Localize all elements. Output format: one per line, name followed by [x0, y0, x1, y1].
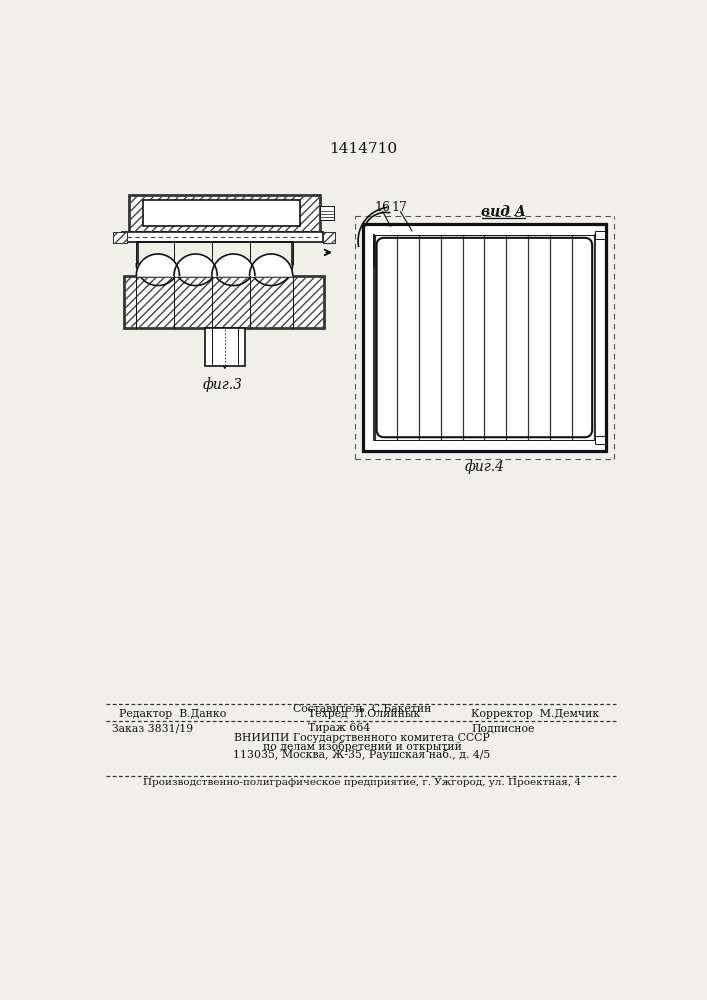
Polygon shape — [136, 254, 180, 276]
Text: Техред  Л.Олийнык: Техред Л.Олийнык — [308, 709, 421, 719]
Bar — [122, 232, 322, 242]
Text: 113035, Москва, Ж-35, Раушская наб., д. 4/5: 113035, Москва, Ж-35, Раушская наб., д. … — [233, 749, 491, 760]
Bar — [129, 195, 320, 232]
Text: Производственно-полиграфическое предприятие, г. Ужгород, ул. Проектная, 4: Производственно-полиграфическое предприя… — [143, 778, 581, 787]
Text: по делам изобретений и открытий: по делам изобретений и открытий — [262, 741, 462, 752]
Text: 1414710: 1414710 — [329, 142, 397, 156]
Text: Тираж 664: Тираж 664 — [308, 723, 370, 733]
Bar — [320, 206, 334, 220]
Text: Составитель  С.Бакетин: Составитель С.Бакетин — [293, 704, 431, 714]
Bar — [205, 328, 245, 366]
Bar — [322, 232, 335, 243]
Text: Заказ 3831/19: Заказ 3831/19 — [112, 723, 193, 733]
Bar — [113, 232, 127, 243]
Text: фиг.3: фиг.3 — [203, 377, 243, 392]
Bar — [322, 232, 335, 243]
Bar — [595, 436, 604, 444]
Text: фиг.4: фиг.4 — [464, 459, 504, 474]
Polygon shape — [174, 254, 217, 276]
Polygon shape — [250, 254, 293, 276]
Text: вид А: вид А — [481, 205, 526, 219]
Text: ВНИИПИ Государственного комитета СССР: ВНИИПИ Государственного комитета СССР — [234, 733, 490, 743]
Bar — [363, 224, 606, 451]
Text: Редактор  В.Данко: Редактор В.Данко — [119, 709, 227, 719]
Bar — [143, 200, 300, 226]
Bar — [124, 276, 325, 328]
Bar — [113, 232, 127, 243]
Text: Корректор  М.Демчик: Корректор М.Демчик — [472, 709, 600, 719]
Bar — [595, 231, 604, 239]
Text: Подписное: Подписное — [472, 723, 534, 733]
Text: 17: 17 — [392, 201, 408, 214]
Text: 16: 16 — [375, 201, 391, 214]
Bar — [124, 276, 325, 328]
Polygon shape — [212, 254, 255, 276]
Bar — [129, 195, 320, 232]
